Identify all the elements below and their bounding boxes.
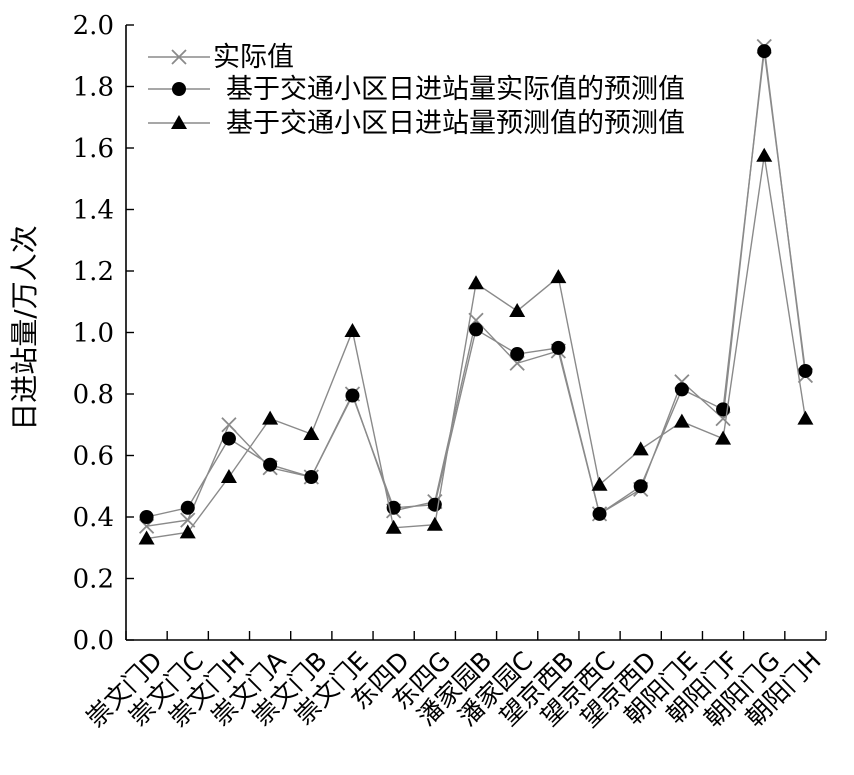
legend-item-2: 基于交通小区日进站量实际值的预测值 <box>148 74 685 105</box>
legend-label: 基于交通小区日进站量预测值的预测值 <box>226 108 685 139</box>
data-point <box>469 322 483 337</box>
data-point <box>510 347 525 362</box>
data-point <box>262 410 279 425</box>
legend-item-1: 实际值 <box>148 42 294 73</box>
data-point <box>139 510 154 524</box>
data-point <box>468 275 484 290</box>
y-tick-label: 1.0 <box>73 319 114 349</box>
data-point <box>509 302 526 317</box>
data-point <box>180 512 196 528</box>
data-point <box>180 500 195 515</box>
data-point <box>633 479 648 494</box>
series-3 <box>138 147 814 545</box>
data-point <box>673 413 690 428</box>
data-point <box>303 425 320 440</box>
legend-marker <box>171 115 187 129</box>
marker-stroke <box>180 512 196 528</box>
y-tick-label: 1.2 <box>73 257 114 287</box>
legend-label: 实际值 <box>213 42 294 73</box>
marker-stroke <box>171 49 187 65</box>
data-point <box>221 417 237 433</box>
data-point <box>385 519 402 534</box>
data-point <box>756 147 773 162</box>
data-point <box>345 388 360 403</box>
data-point <box>220 469 237 484</box>
y-tick-label: 0.2 <box>73 565 114 595</box>
data-point <box>591 476 608 491</box>
data-point <box>221 431 236 446</box>
series-2 <box>139 44 813 524</box>
y-tick-label: 0.4 <box>73 503 114 533</box>
data-point <box>550 269 567 284</box>
data-point <box>592 506 607 521</box>
legend-marker <box>172 82 186 96</box>
data-point <box>179 524 196 539</box>
legend-marker <box>171 49 187 65</box>
data-point <box>797 410 814 425</box>
data-point <box>551 340 566 355</box>
y-tick-label: 0.0 <box>73 626 114 656</box>
series-line <box>146 155 807 540</box>
data-point <box>798 363 813 378</box>
data-point <box>344 322 361 337</box>
legend-item-3: 基于交通小区日进站量预测值的预测值 <box>148 108 685 139</box>
data-point <box>632 441 649 456</box>
y-tick-label: 1.8 <box>73 73 114 103</box>
data-point <box>304 470 319 485</box>
series-layer <box>138 38 814 545</box>
data-point <box>426 516 443 531</box>
y-tick-label: 1.6 <box>73 134 114 164</box>
data-point <box>263 457 278 472</box>
y-tick-label: 0.6 <box>73 442 114 472</box>
axes: 0.00.20.40.60.81.01.21.41.61.82.0崇文门D崇文门… <box>73 11 827 733</box>
marker-stroke <box>221 417 237 433</box>
data-point <box>715 430 732 445</box>
data-point <box>138 530 155 545</box>
y-tick-label: 2.0 <box>73 11 114 41</box>
data-point <box>674 382 689 397</box>
y-tick-label: 1.4 <box>73 196 114 226</box>
y-axis-title: 日进站量/万人次 <box>8 225 41 430</box>
data-point <box>757 44 772 59</box>
legend-label: 基于交通小区日进站量实际值的预测值 <box>226 74 685 105</box>
y-tick-label: 0.8 <box>73 380 114 410</box>
